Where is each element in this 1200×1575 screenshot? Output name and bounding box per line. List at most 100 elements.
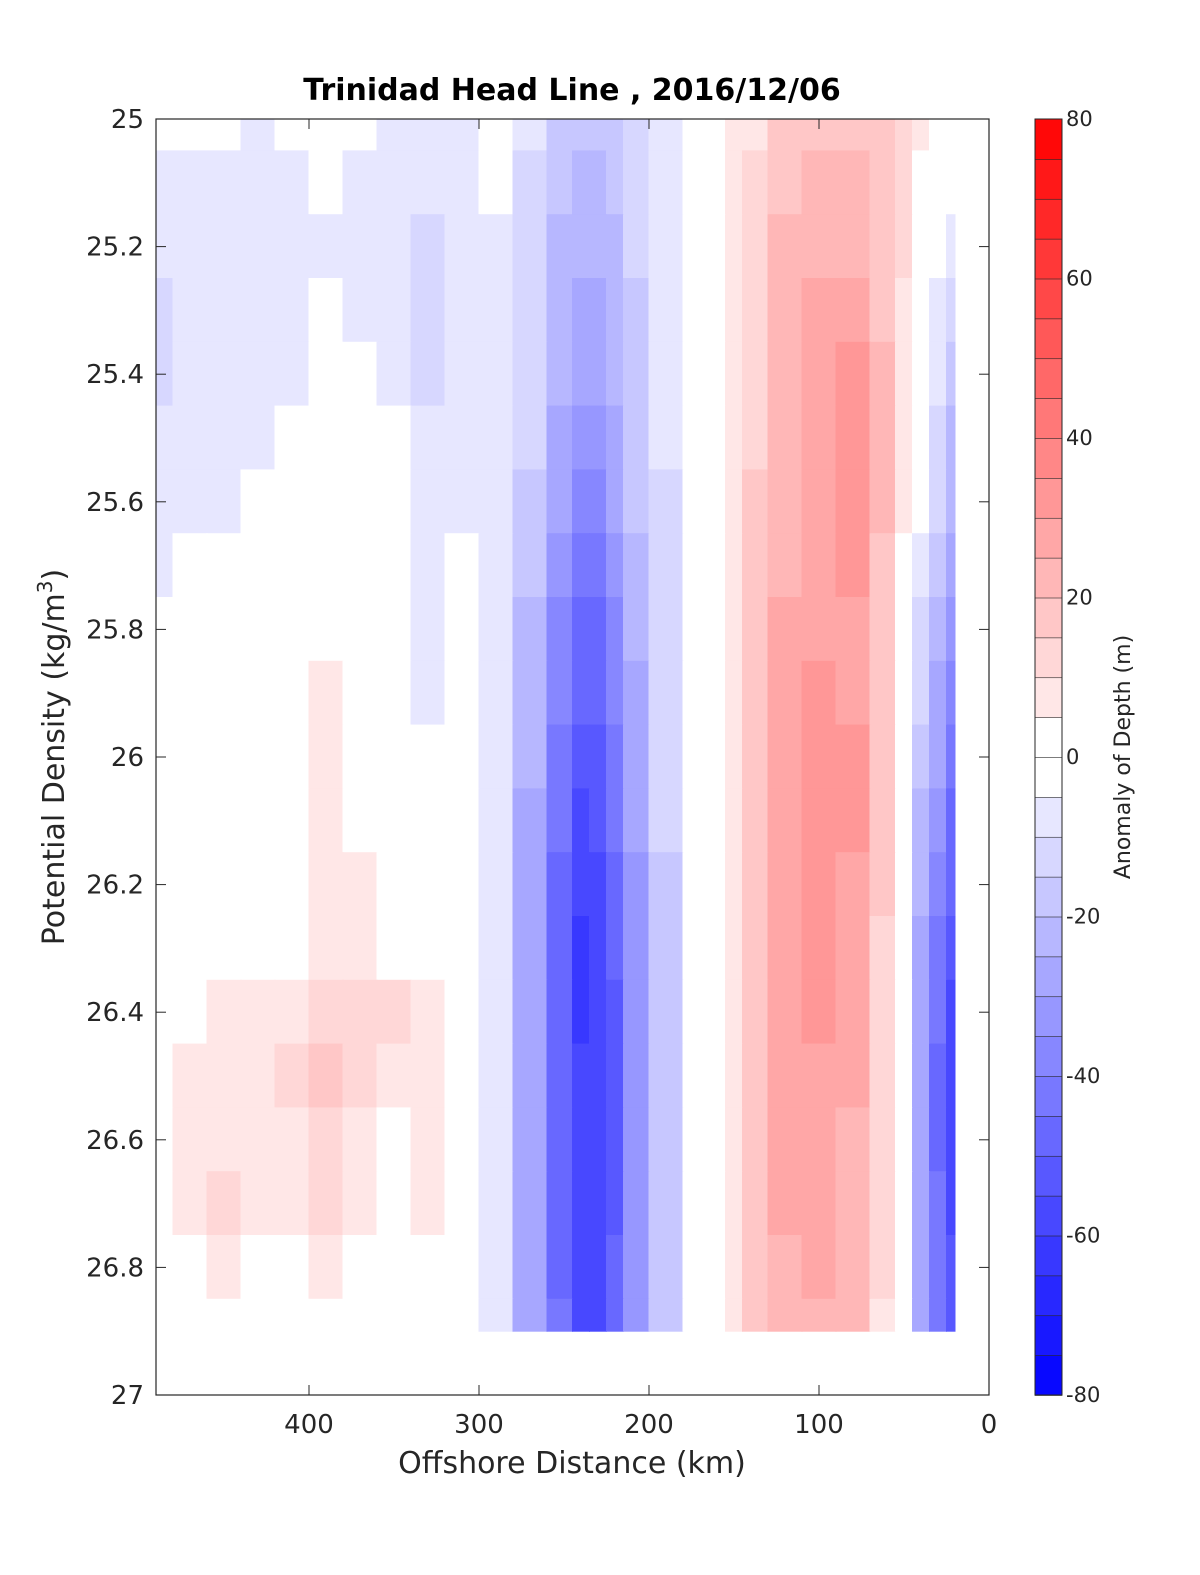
contour-cell bbox=[512, 979, 548, 1045]
contour-cell bbox=[342, 597, 378, 662]
contour-cell bbox=[767, 278, 803, 343]
y-axis-label-suffix: ) bbox=[37, 569, 72, 581]
contour-cell bbox=[767, 214, 803, 279]
colorbar-ticks: 80 60 40 20 0 -20 -40 -60 -80 bbox=[1066, 107, 1100, 1407]
contour-cell bbox=[589, 1107, 607, 1173]
contour-cell bbox=[929, 214, 947, 279]
contour-cell bbox=[946, 1043, 956, 1109]
contour-cell bbox=[589, 533, 607, 598]
contour-cell bbox=[172, 660, 208, 726]
contour-cell bbox=[512, 1298, 548, 1332]
contour-cell bbox=[682, 724, 709, 790]
contour-cell bbox=[274, 1107, 310, 1173]
contour-cell bbox=[589, 214, 607, 279]
contour-cell bbox=[929, 118, 947, 152]
contour-cell bbox=[308, 597, 344, 662]
contour-cell bbox=[546, 469, 573, 535]
contour-cell bbox=[206, 1171, 242, 1236]
colorbar-swatch bbox=[1034, 1075, 1063, 1117]
contour-cell bbox=[742, 916, 769, 981]
contour-cell bbox=[708, 1298, 726, 1332]
contour-cell bbox=[274, 597, 310, 662]
contour-cell bbox=[946, 1298, 956, 1332]
contour-cell bbox=[912, 1235, 930, 1300]
contour-cell bbox=[410, 150, 446, 216]
contour-cell bbox=[869, 1107, 896, 1173]
contour-cell bbox=[946, 405, 956, 471]
contour-cell bbox=[606, 788, 624, 854]
contour-cell bbox=[801, 1235, 837, 1300]
contour-cell bbox=[929, 533, 947, 598]
contour-cell bbox=[512, 533, 548, 598]
contour-cell bbox=[895, 150, 913, 216]
contour-cell bbox=[410, 788, 446, 854]
contour-cell bbox=[682, 214, 709, 279]
contour-cell bbox=[342, 788, 378, 854]
contour-cell bbox=[478, 979, 514, 1045]
contour-cell bbox=[478, 852, 514, 917]
colorbar-swatch bbox=[1034, 1314, 1063, 1356]
contour-cell bbox=[240, 405, 276, 471]
contour-cell bbox=[606, 469, 624, 535]
contour-cell bbox=[725, 1298, 743, 1332]
contour-cell bbox=[546, 341, 573, 407]
contour-cell bbox=[648, 916, 684, 981]
contour-cell bbox=[742, 118, 769, 152]
contour-cell bbox=[155, 788, 174, 854]
contour-cell bbox=[801, 469, 837, 535]
contour-cell bbox=[801, 1171, 837, 1236]
contour-cell bbox=[572, 469, 590, 535]
contour-cell bbox=[308, 1298, 344, 1332]
contour-cell bbox=[606, 150, 624, 216]
contour-cell bbox=[589, 405, 607, 471]
contour-cell bbox=[725, 1107, 743, 1173]
contour-cell bbox=[589, 469, 607, 535]
contour-cell bbox=[546, 597, 573, 662]
contour-cell bbox=[623, 788, 650, 854]
contour-cell bbox=[869, 469, 896, 535]
contour-cell bbox=[240, 597, 276, 662]
contour-cell bbox=[682, 278, 709, 343]
colorbar-swatch bbox=[1034, 1035, 1063, 1077]
contour-cell bbox=[308, 788, 344, 854]
contour-cell bbox=[725, 533, 743, 598]
contour-cell bbox=[274, 1043, 310, 1109]
contour-cell bbox=[946, 1107, 956, 1173]
contour-cell bbox=[546, 788, 573, 854]
contour-cell bbox=[478, 214, 514, 279]
contour-cell bbox=[512, 278, 548, 343]
contour-cell bbox=[206, 341, 242, 407]
contour-cell bbox=[708, 214, 726, 279]
contour-cell bbox=[478, 469, 514, 535]
y-axis-label: Potential Density (kg/m3) bbox=[33, 569, 72, 945]
contour-cell bbox=[342, 214, 378, 279]
contour-cell bbox=[835, 597, 871, 662]
contour-cell bbox=[682, 660, 709, 726]
contour-cell bbox=[572, 724, 590, 790]
contour-cell bbox=[929, 405, 947, 471]
contour-cell bbox=[410, 979, 446, 1045]
contour-cell bbox=[929, 979, 947, 1045]
contour-cell bbox=[172, 1298, 208, 1332]
contour-cell bbox=[512, 916, 548, 981]
colorbar-tick-label: 80 bbox=[1066, 107, 1093, 131]
x-axis-label: Offshore Distance (km) bbox=[398, 1446, 746, 1481]
y-tick-label: 25.8 bbox=[86, 615, 144, 645]
contour-cell bbox=[895, 1171, 913, 1236]
contour-cell bbox=[946, 278, 956, 343]
contour-cell bbox=[606, 1107, 624, 1173]
contour-cell bbox=[376, 469, 412, 535]
contour-cell bbox=[895, 1043, 913, 1109]
contour-cell bbox=[648, 597, 684, 662]
contour-cell bbox=[606, 341, 624, 407]
contour-cell bbox=[648, 118, 684, 152]
contour-cell bbox=[172, 533, 208, 598]
contour-cell bbox=[869, 852, 896, 917]
contour-cell bbox=[240, 1171, 276, 1236]
contour-cell bbox=[835, 341, 871, 407]
contour-cell bbox=[767, 118, 803, 152]
contour-cell bbox=[742, 724, 769, 790]
contour-cell bbox=[155, 118, 174, 152]
contour-cell bbox=[444, 660, 480, 726]
contour-cell bbox=[274, 533, 310, 598]
